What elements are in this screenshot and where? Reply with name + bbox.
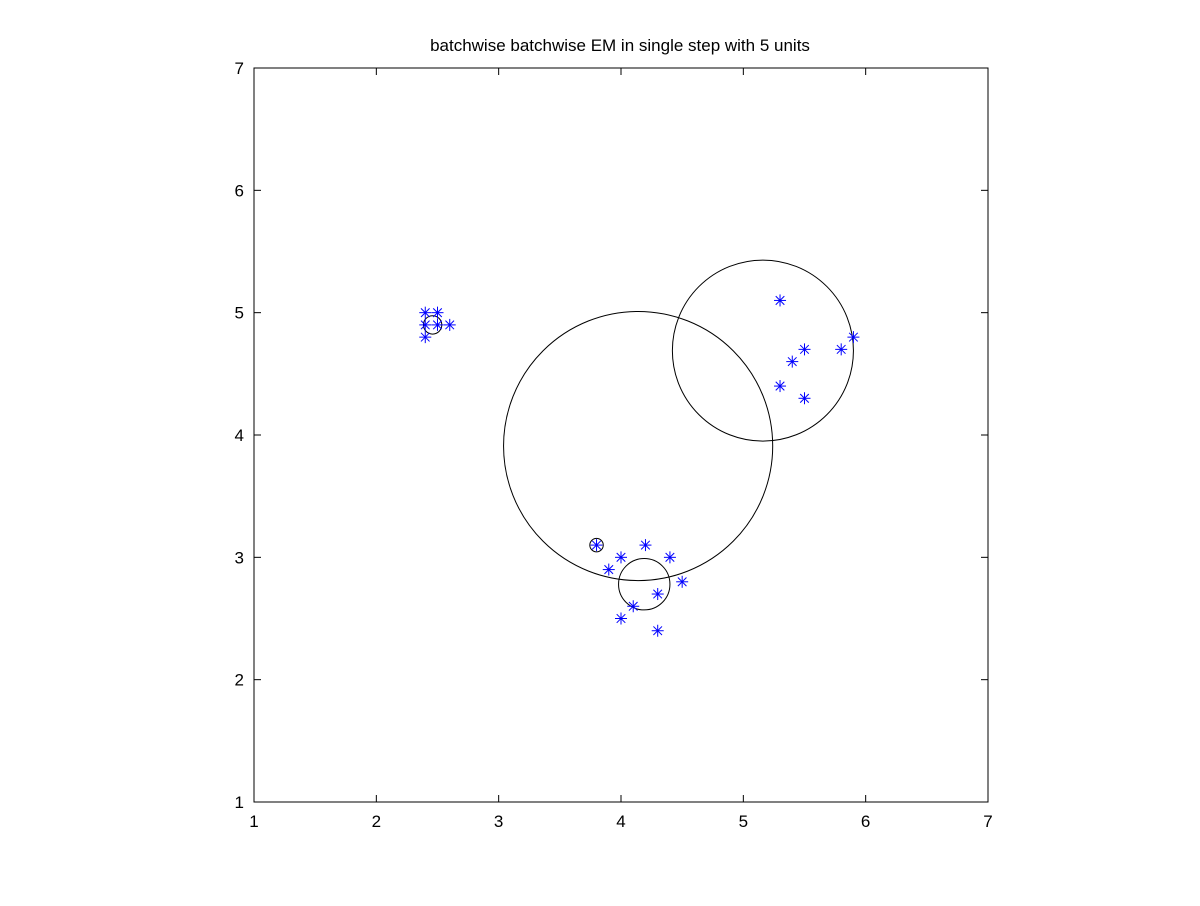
data-point bbox=[419, 331, 432, 344]
unit-circle bbox=[589, 537, 604, 553]
axes: 1 2 3 4 5 6 7 1 2 3 4 5 6 7 bbox=[235, 59, 993, 831]
data-point bbox=[786, 355, 799, 368]
data-point bbox=[663, 551, 676, 564]
y-tick-label: 1 bbox=[235, 793, 244, 812]
unit-circle bbox=[503, 310, 774, 582]
y-tick-label: 3 bbox=[235, 548, 244, 567]
x-tick-label: 7 bbox=[983, 812, 992, 831]
x-tick-label: 4 bbox=[616, 812, 625, 831]
data-point bbox=[602, 563, 615, 576]
data-point bbox=[431, 318, 444, 331]
x-tick-label: 3 bbox=[494, 812, 503, 831]
x-tick-label: 1 bbox=[249, 812, 258, 831]
data-point bbox=[798, 343, 811, 356]
data-point bbox=[431, 306, 444, 319]
data-point bbox=[627, 600, 640, 613]
data-point bbox=[651, 588, 664, 601]
y-tick-label: 7 bbox=[235, 59, 244, 78]
data-point bbox=[419, 306, 432, 319]
data-point bbox=[419, 318, 432, 331]
data-point bbox=[651, 624, 664, 637]
y-tick-label: 5 bbox=[235, 304, 244, 323]
unit-circle bbox=[618, 558, 671, 611]
data-point bbox=[847, 331, 860, 344]
y-tick-label: 4 bbox=[235, 426, 244, 445]
data-point bbox=[676, 575, 689, 588]
data-point bbox=[443, 318, 456, 331]
y-tick-label: 2 bbox=[235, 671, 244, 690]
unit-circle bbox=[671, 259, 854, 442]
data-point bbox=[774, 294, 787, 307]
data-point bbox=[615, 551, 627, 564]
unit-circles bbox=[422, 259, 854, 611]
x-tick-label: 5 bbox=[739, 812, 748, 831]
chart-title: batchwise batchwise EM in single step wi… bbox=[430, 36, 810, 55]
data-point bbox=[774, 380, 787, 393]
plot-box bbox=[253, 67, 989, 803]
data-point bbox=[798, 392, 811, 405]
y-tick-label: 6 bbox=[235, 181, 244, 200]
data-points bbox=[419, 294, 860, 637]
data-point bbox=[835, 343, 848, 356]
x-tick-label: 6 bbox=[861, 812, 870, 831]
data-point bbox=[590, 539, 603, 552]
data-point bbox=[615, 612, 627, 625]
data-point bbox=[639, 539, 652, 552]
x-tick-label: 2 bbox=[372, 812, 381, 831]
